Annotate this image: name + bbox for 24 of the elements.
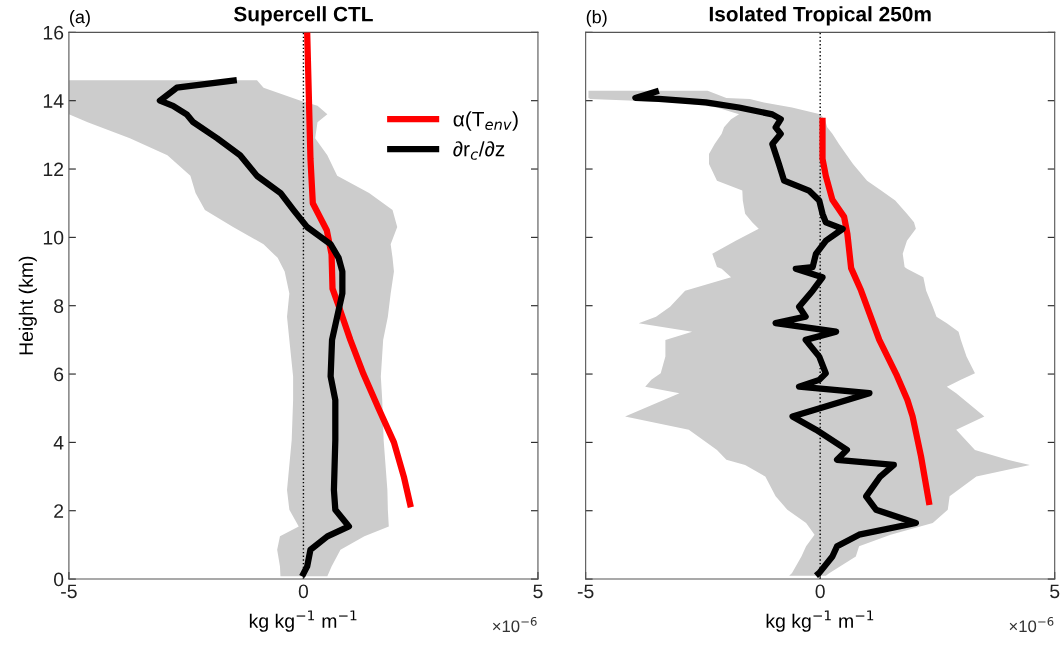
y-tick-label: 10 bbox=[43, 230, 64, 245]
y-tick-label: 12 bbox=[43, 162, 64, 177]
text: ×10$^{−6}$ bbox=[1009, 616, 1054, 633]
x-axis-title: kg kg$^{−1}$ m$^{−1}$ bbox=[766, 610, 874, 632]
y-tick-label: 4 bbox=[53, 436, 64, 450]
text: (a) bbox=[70, 10, 90, 27]
legend-label: ∂r$_{c}$/∂z bbox=[453, 141, 505, 160]
x-axis-title: kg kg$^{−1}$ m$^{−1}$ bbox=[249, 610, 357, 632]
y-tick-label: 16 bbox=[43, 25, 64, 40]
x-tick-label: 5 bbox=[1050, 584, 1060, 599]
y-tick-label: 8 bbox=[54, 299, 64, 313]
legend-label: α(T$_{env}$) bbox=[453, 111, 518, 131]
chart-title: Supercell CTL bbox=[233, 6, 373, 26]
x-tick-label: 0 bbox=[815, 584, 825, 599]
text: ×10$^{−6}$ bbox=[492, 616, 537, 633]
y-tick-label: 2 bbox=[54, 504, 64, 518]
x-tick-label: 0 bbox=[298, 584, 309, 599]
y-tick-label: 14 bbox=[43, 94, 64, 108]
y-tick-label: 6 bbox=[54, 367, 64, 382]
x-tick-label: 5 bbox=[533, 584, 543, 599]
y-axis-title: Height (km) bbox=[18, 256, 37, 355]
chart-title: Isolated Tropical 250m bbox=[709, 6, 931, 26]
text: (b) bbox=[586, 10, 607, 27]
x-tick-label: -5 bbox=[577, 584, 594, 599]
